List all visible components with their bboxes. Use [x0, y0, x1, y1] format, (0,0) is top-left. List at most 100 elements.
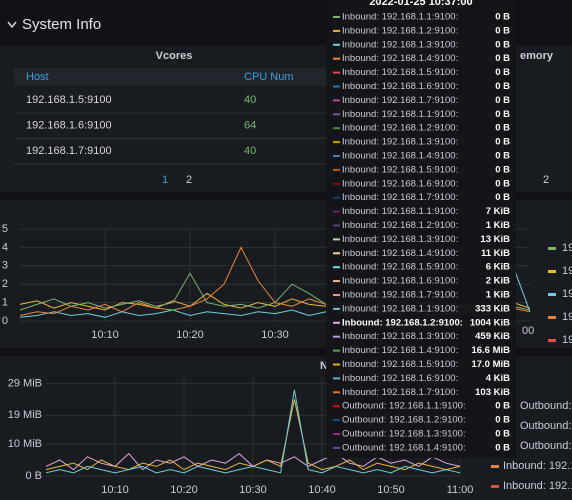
tooltip-swatch [333, 238, 340, 241]
table-cell: 192.168.1.6:9100 [26, 119, 112, 131]
tooltip-swatch [333, 210, 340, 213]
tooltip-value: 0 B [495, 178, 510, 189]
tooltip-swatch [333, 182, 340, 185]
tooltip-label: Inbound: 192.168.1.2:9100: [342, 123, 458, 134]
collapse-chevron[interactable] [7, 21, 17, 29]
legend-label[interactable]: 19 [562, 334, 572, 346]
tooltip-swatch [333, 391, 340, 394]
column-header[interactable]: CPU Num [244, 71, 294, 83]
legend-label[interactable]: Inbound: 192.16 [503, 480, 572, 492]
tooltip-value: 6 KiB [486, 262, 510, 273]
page-link[interactable]: 1 [162, 174, 168, 186]
tooltip-value: 2 KiB [486, 276, 510, 287]
tooltip-swatch [333, 363, 340, 366]
tooltip-label: Outbound: 192.168.1.3:9100: [342, 429, 466, 440]
legend-label[interactable]: Inbound: 192.16 [503, 460, 572, 472]
tooltip-swatch [333, 433, 340, 435]
tooltip-value: 0 B [495, 442, 510, 453]
tooltip-label: Inbound: 192.168.1.1:9100: [342, 303, 458, 314]
legend-label[interactable]: 19 [562, 265, 572, 277]
legend-label[interactable]: 19 [562, 288, 572, 300]
x-tick-label: 10:20 [170, 484, 198, 496]
tooltip-swatch [333, 43, 340, 46]
tooltip-value: 459 KiB [475, 331, 510, 342]
tooltip-value: 0 B [495, 415, 510, 426]
column-header[interactable]: Host [26, 71, 49, 83]
tooltip-swatch [333, 127, 340, 130]
tooltip-value: 103 KiB [475, 387, 510, 398]
legend-label[interactable]: Outbound: 192.16 [520, 420, 572, 432]
tooltip-time: 2022-01-25 10:37:00 [369, 0, 472, 8]
x-tick-label: 10:10 [91, 329, 119, 341]
tooltip-label: Inbound: 192.168.1.3:9100: [342, 39, 458, 50]
table-cell: 64 [244, 119, 256, 131]
tooltip-label: Inbound: 192.168.1.6:9100: [342, 178, 458, 189]
tooltip-label: Inbound: 192.168.1.7:9100: [342, 192, 458, 203]
tooltip [326, 0, 516, 458]
tooltip-value: 1 KiB [486, 220, 510, 231]
legend-swatch [491, 465, 499, 468]
x-tick-label: 11:00 [447, 484, 474, 496]
tooltip-label: Inbound: 192.168.1.4:9100: [342, 53, 458, 64]
x-tick-label: 00 [522, 325, 534, 337]
tooltip-label: Inbound: 192.168.1.3:9100: [342, 137, 458, 148]
tooltip-label: Inbound: 192.168.1.4:9100: [342, 151, 458, 162]
tooltip-value: 0 B [495, 151, 510, 162]
tooltip-label: Inbound: 192.168.1.5:9100: [342, 67, 458, 78]
tooltip-value: 0 B [495, 429, 510, 440]
legend-label[interactable]: Outbound: 192.16 [520, 440, 572, 452]
tooltip-swatch [333, 141, 340, 144]
tooltip-swatch [333, 224, 340, 227]
x-tick-label: 10:50 [377, 484, 405, 496]
tooltip-label: Inbound: 192.168.1.4:9100: [342, 248, 458, 259]
tooltip-swatch [333, 168, 340, 171]
tooltip-value: 0 B [495, 39, 510, 50]
tooltip-swatch [333, 29, 340, 32]
legend-swatch [548, 270, 556, 273]
y-tick-label: 1 [2, 297, 8, 309]
tooltip-swatch [333, 335, 340, 338]
tooltip-value: 11 KiB [481, 248, 510, 259]
tooltip-label: Outbound: 192.168.1.4:9100: [342, 442, 466, 453]
row-title[interactable]: System Info [22, 16, 101, 33]
legend-swatch [491, 485, 499, 488]
tooltip-label: Inbound: 192.168.1.7:9100: [342, 95, 458, 106]
table-cell: 192.168.1.7:9100 [26, 145, 112, 157]
tooltip-value: 0 B [495, 164, 510, 175]
tooltip-value: 7 KiB [486, 206, 510, 217]
tooltip-value: 0 B [495, 123, 510, 134]
tooltip-label: Inbound: 192.168.1.7:9100: [342, 290, 458, 301]
tooltip-label: Inbound: 192.168.1.1:9100: [342, 109, 458, 120]
tooltip-swatch [333, 57, 340, 60]
page-link[interactable]: 2 [543, 174, 549, 186]
legend-label[interactable]: Outbound: 192.16 [520, 400, 572, 412]
x-tick-label: 10:10 [101, 484, 129, 496]
series-line [45, 389, 461, 474]
tooltip-value: 0 B [495, 12, 510, 23]
legend-label[interactable]: 19 [562, 242, 572, 254]
page-link[interactable]: 2 [186, 174, 192, 186]
tooltip-swatch [333, 155, 340, 157]
y-tick-label: 2 [2, 278, 8, 290]
tooltip-value: 17.0 MiB [471, 359, 510, 370]
y-tick-label: 10 MiB [8, 438, 42, 450]
tooltip-value: 0 B [495, 53, 510, 64]
tooltip-label: Inbound: 192.168.1.3:9100: [342, 234, 458, 245]
x-tick-label: 10:30 [239, 484, 267, 496]
tooltip-swatch [333, 405, 340, 408]
y-tick-label: 0 B [25, 470, 42, 482]
legend-swatch [548, 247, 556, 250]
table-cell: 40 [244, 145, 256, 157]
tooltip-value: 1004 KiB [470, 317, 510, 328]
tooltip-swatch [333, 85, 340, 88]
tooltip-label: Inbound: 192.168.1.5:9100: [342, 262, 458, 273]
legend-label[interactable]: 19 [562, 311, 572, 323]
tooltip-value: 0 B [495, 81, 510, 92]
tooltip-swatch [333, 294, 340, 296]
tooltip-value: 16.6 MiB [471, 345, 510, 356]
x-tick-label: 10:30 [261, 329, 289, 341]
tooltip-swatch [333, 196, 340, 199]
tooltip-value: 4 KiB [486, 373, 510, 384]
tooltip-value: 13 KiB [480, 234, 510, 245]
